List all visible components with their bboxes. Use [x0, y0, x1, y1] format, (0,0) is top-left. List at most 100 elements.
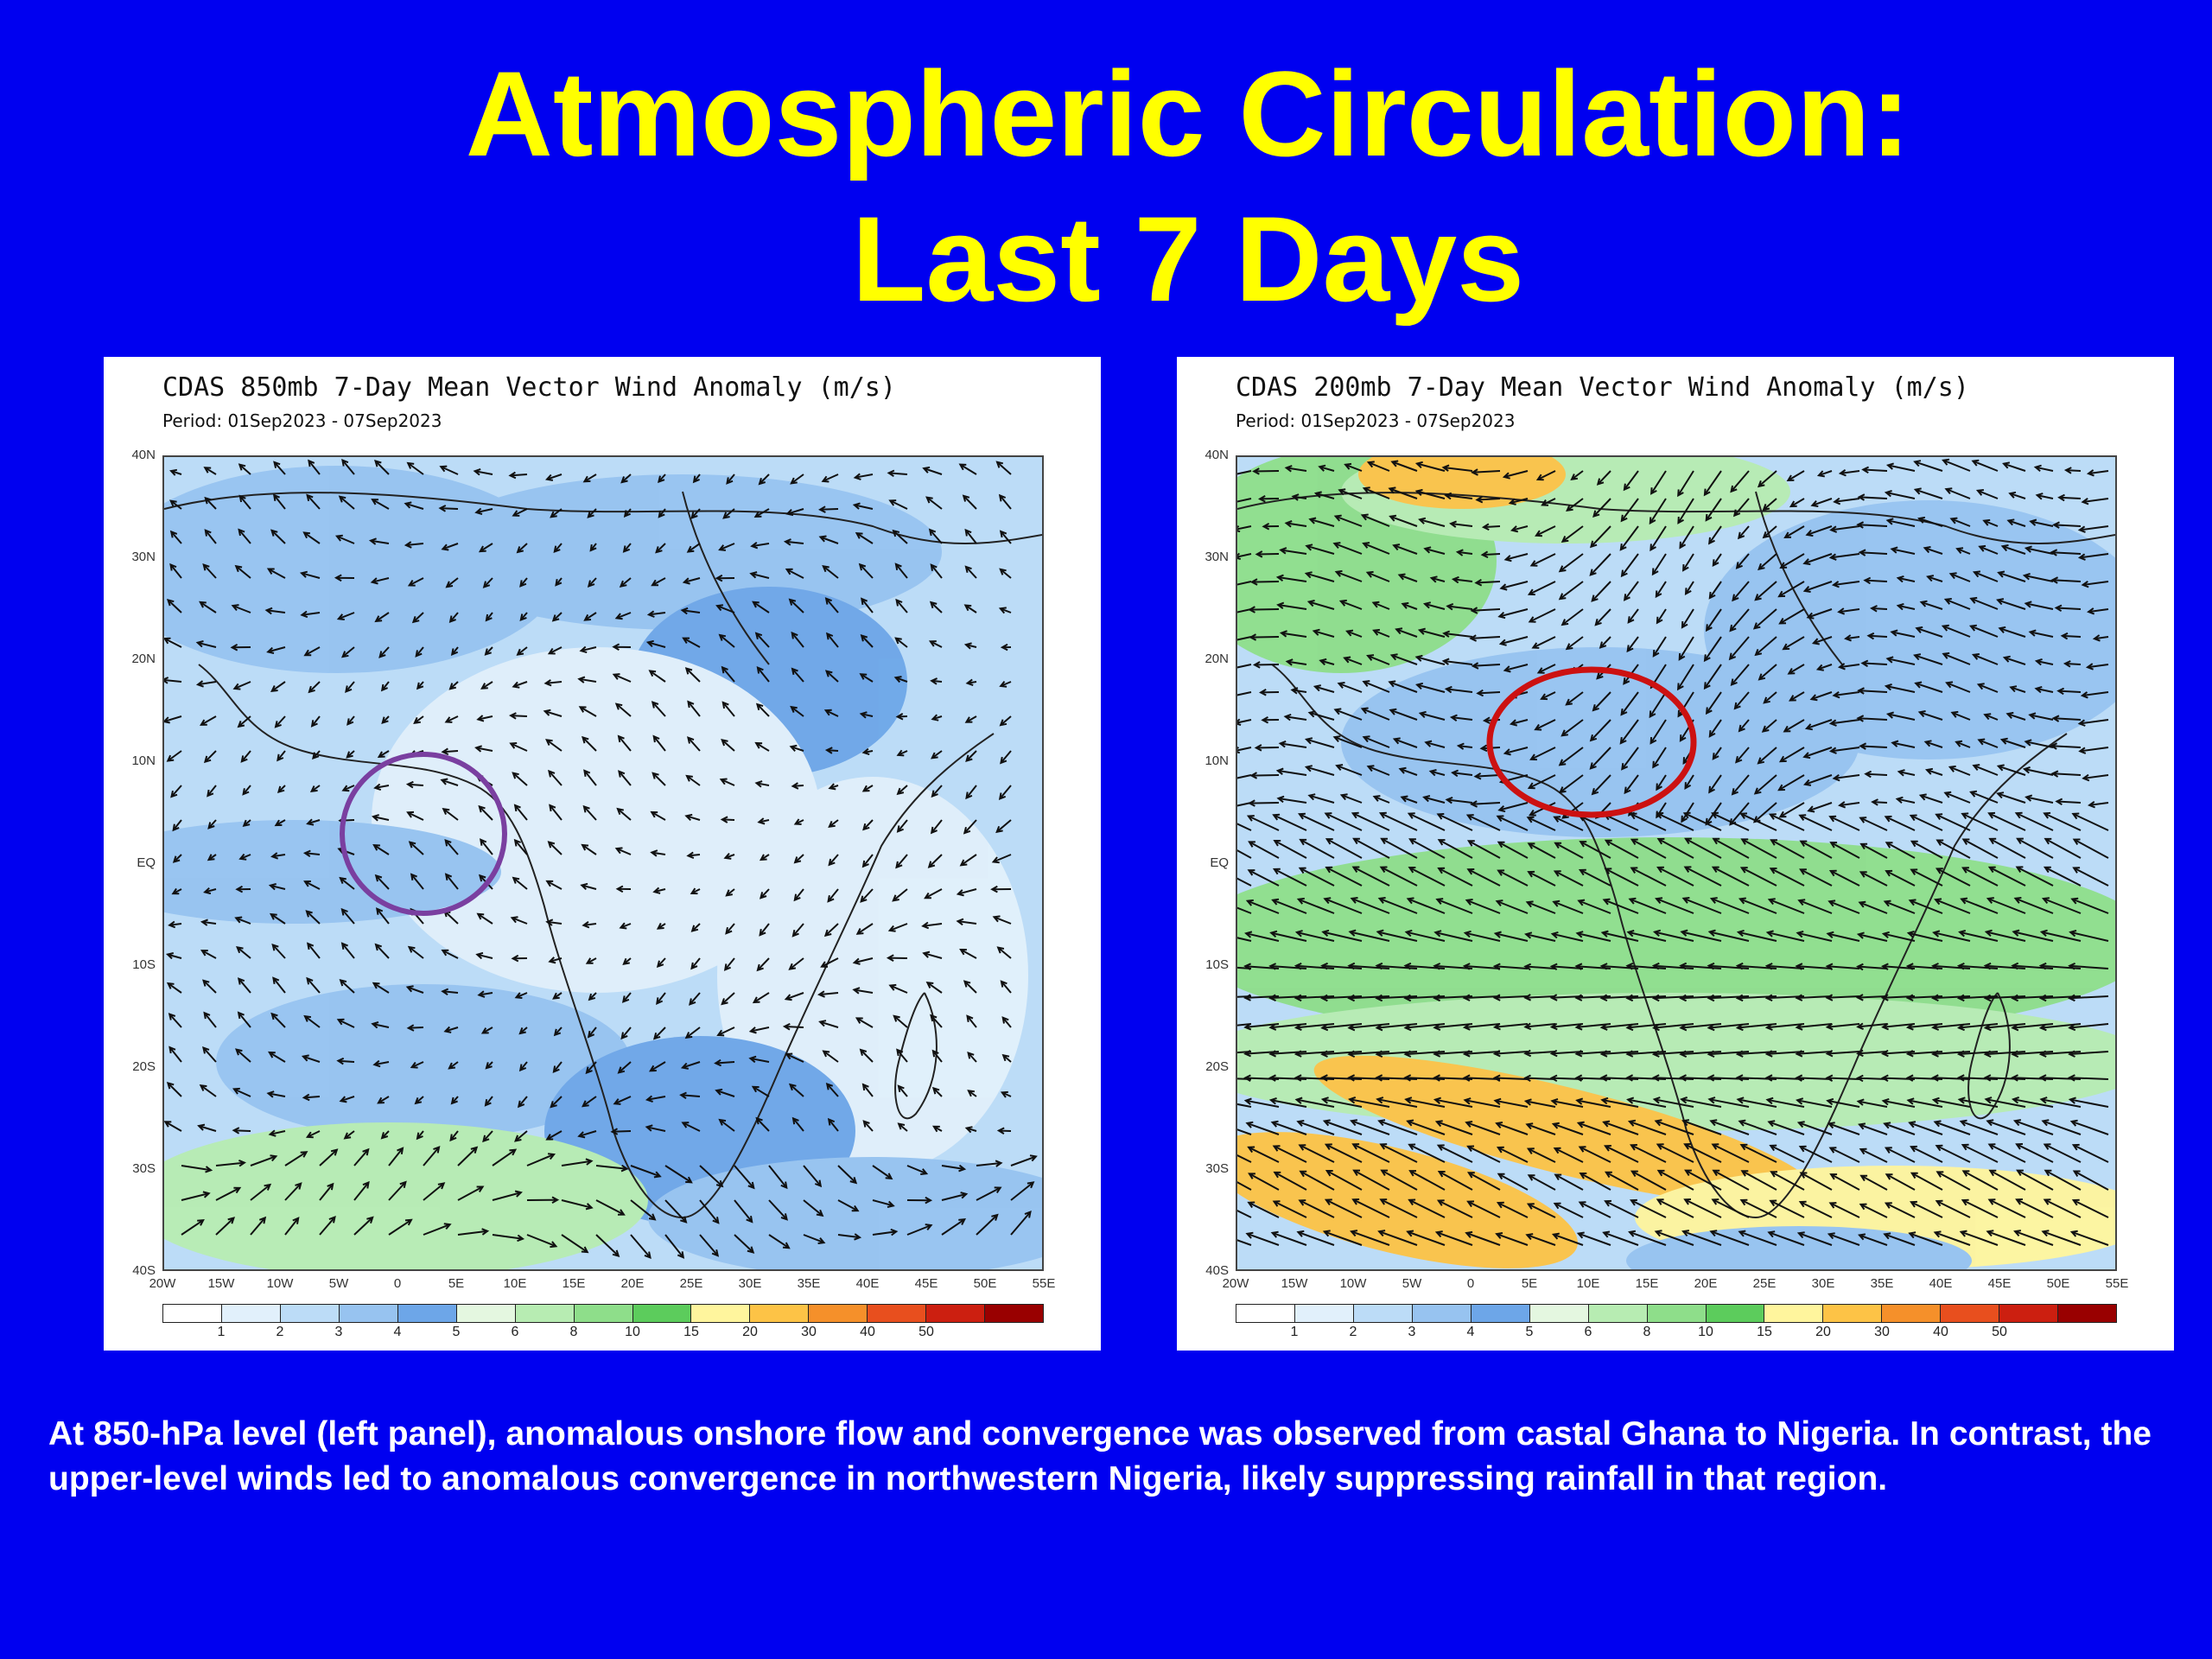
wind-vector-arrow: [482, 577, 493, 588]
wind-vector-arrow: [1707, 929, 1750, 942]
wind-vector-arrow: [1619, 525, 1639, 551]
wind-vector-arrow: [1827, 1232, 1860, 1246]
wind-vector-arrow: [1377, 1230, 1418, 1246]
wind-vector-arrow: [441, 543, 459, 551]
wind-vector-arrow: [1652, 1023, 1694, 1032]
wind-vector-arrow: [1655, 581, 1667, 599]
wind-vector-arrow: [2024, 601, 2054, 610]
wind-vector-arrow: [680, 1061, 701, 1070]
wind-vector-arrow: [1348, 1096, 1390, 1108]
wind-vector-arrow: [1961, 812, 1999, 831]
colorbar-segment: [926, 1305, 986, 1322]
wind-vector-arrow: [2071, 1143, 2109, 1163]
wind-vector-arrow: [1765, 930, 1805, 942]
wind-vector-arrow: [1651, 994, 1694, 1002]
wind-vector-arrow: [1010, 1154, 1038, 1166]
wind-vector-arrow: [1986, 1230, 2026, 1246]
wind-vector-arrow: [1956, 962, 1999, 970]
wind-vector-arrow: [1630, 867, 1667, 887]
wind-vector-arrow: [687, 700, 701, 717]
wind-vector-arrow: [1247, 1146, 1280, 1163]
wind-vector-arrow: [1682, 811, 1722, 831]
wind-vector-arrow: [1737, 525, 1750, 540]
wind-vector-arrow: [1470, 607, 1501, 614]
wind-vector-arrow: [1883, 1232, 1916, 1246]
wind-vector-arrow: [595, 1164, 629, 1173]
wind-vector-arrow: [931, 714, 943, 721]
wind-vector-arrow: [1269, 930, 1307, 942]
wind-vector-arrow: [169, 563, 182, 579]
wind-vector-arrow: [1565, 691, 1584, 706]
wind-vector-arrow: [1237, 581, 1252, 586]
wind-vector-arrow: [1859, 742, 1888, 750]
longitude-label: 15E: [562, 1276, 586, 1291]
wind-vector-arrow: [2063, 467, 2082, 474]
wind-vector-arrow: [721, 665, 735, 683]
wind-vector-arrow: [1298, 1199, 1335, 1218]
wind-vector-arrow: [1683, 1143, 1722, 1163]
wind-vector-arrow: [686, 543, 701, 553]
wind-vector-arrow: [1473, 772, 1501, 780]
wind-vector-arrow: [353, 1216, 374, 1236]
wind-vector-arrow: [1379, 866, 1418, 887]
wind-vector-arrow: [1761, 719, 1777, 733]
wind-vector-arrow: [1268, 1074, 1307, 1082]
wind-vector-arrow: [897, 1122, 908, 1132]
wind-vector-arrow: [1783, 719, 1805, 733]
wind-vector-arrow: [1770, 1171, 1805, 1191]
wind-vector-arrow: [1237, 774, 1252, 779]
wind-vector-arrow: [837, 1165, 858, 1185]
wind-vector-arrow: [545, 880, 563, 890]
wind-vector-arrow: [1509, 719, 1529, 727]
wind-vector-arrow: [1933, 1230, 1971, 1246]
wind-vector-arrow: [230, 644, 251, 652]
wind-vector-arrow: [577, 1130, 597, 1139]
wind-vector-arrow: [1602, 1120, 1639, 1135]
wind-vector-arrow: [484, 646, 493, 656]
wind-vector-arrow: [1736, 929, 1777, 942]
wind-vector-arrow: [1703, 636, 1722, 663]
wind-vector-arrow: [305, 910, 321, 925]
wind-vector-arrow: [823, 923, 839, 938]
wind-vector-arrow: [1496, 1146, 1529, 1163]
wind-vector-arrow: [583, 769, 597, 786]
wind-vector-arrow: [2043, 1198, 2082, 1218]
wind-vector-arrow: [1926, 575, 1943, 582]
wind-vector-arrow: [199, 601, 217, 613]
wind-vector-arrow: [168, 920, 182, 929]
wind-vector-arrow: [1400, 795, 1418, 804]
wind-vector-arrow: [1649, 719, 1667, 745]
wind-vector-arrow: [1767, 1230, 1805, 1246]
wind-vector-arrow: [1529, 553, 1556, 567]
wind-vector-arrow: [754, 741, 770, 752]
wind-vector-arrow: [1628, 897, 1667, 914]
wind-vector-arrow: [552, 1061, 563, 1074]
slide-caption: At 850-hPa level (left panel), anomalous…: [48, 1415, 2152, 1497]
wind-vector-arrow: [478, 804, 493, 821]
wind-vector-arrow: [2068, 1023, 2109, 1032]
wind-vector-arrow: [1001, 1016, 1012, 1028]
wind-vector-arrow: [204, 529, 217, 544]
wind-vector-arrow: [1961, 838, 1999, 859]
wind-vector-arrow: [1625, 1050, 1667, 1058]
wind-vector-arrow: [441, 949, 459, 959]
latitude-label: 10S: [1205, 957, 1229, 972]
wind-vector-arrow: [2052, 521, 2082, 529]
wind-vector-arrow: [715, 574, 735, 582]
wind-vector-arrow: [1859, 1147, 1888, 1163]
wind-vector-arrow: [319, 1216, 336, 1236]
wind-vector-arrow: [1497, 869, 1529, 887]
wind-vector-arrow: [614, 612, 632, 620]
wind-vector-arrow: [656, 957, 666, 969]
wind-vector-arrow: [378, 646, 390, 658]
wind-vector-arrow: [276, 750, 286, 762]
wind-vector-arrow: [372, 982, 390, 994]
wind-vector-arrow: [1731, 774, 1750, 796]
wind-vector-arrow: [689, 992, 701, 1006]
wind-vector-arrow: [264, 607, 286, 615]
wind-vector-arrow: [788, 957, 804, 970]
wind-vector-arrow: [824, 747, 839, 754]
wind-vector-arrow: [346, 750, 355, 759]
wind-vector-arrow: [444, 873, 459, 890]
colorbar-label: 30: [1874, 1325, 1890, 1339]
